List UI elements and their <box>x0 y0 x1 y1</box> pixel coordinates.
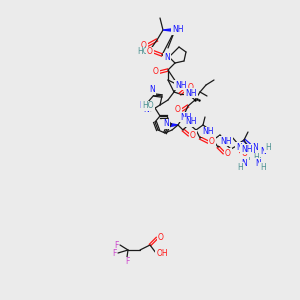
Text: N: N <box>163 119 169 128</box>
Polygon shape <box>170 124 178 127</box>
Text: N: N <box>255 158 261 167</box>
Text: OH: OH <box>156 248 168 257</box>
Text: N: N <box>143 106 149 115</box>
Text: O: O <box>147 47 153 56</box>
Text: O: O <box>242 148 248 158</box>
Text: O: O <box>225 148 231 158</box>
Text: H: H <box>260 163 266 172</box>
Text: N: N <box>149 85 155 94</box>
Text: NH: NH <box>175 80 187 89</box>
Text: H: H <box>237 163 243 172</box>
Text: N: N <box>260 148 266 157</box>
Text: NH: NH <box>202 128 214 136</box>
Text: NH: NH <box>185 88 197 98</box>
Text: NH: NH <box>172 26 184 34</box>
Text: H: H <box>255 152 261 161</box>
Text: O: O <box>141 40 147 50</box>
Text: H: H <box>241 154 247 163</box>
Text: F: F <box>112 248 116 257</box>
Text: O: O <box>209 137 215 146</box>
Text: NH: NH <box>185 118 197 127</box>
Text: H: H <box>253 154 259 163</box>
Text: NH: NH <box>241 145 253 154</box>
Text: N: N <box>241 158 247 167</box>
Text: NH: NH <box>220 136 232 146</box>
Text: F: F <box>114 241 118 250</box>
Text: O: O <box>153 68 159 76</box>
Text: H: H <box>244 152 250 161</box>
Text: NH: NH <box>180 112 192 122</box>
Text: N: N <box>249 148 255 157</box>
Text: HO: HO <box>142 101 154 110</box>
Text: NH: NH <box>175 80 187 89</box>
Text: O: O <box>158 233 164 242</box>
Text: H: H <box>139 100 145 109</box>
Text: N: N <box>252 142 258 152</box>
Text: HO: HO <box>137 47 149 56</box>
Text: H: H <box>265 143 271 152</box>
Text: N: N <box>164 53 170 62</box>
Text: N: N <box>236 142 242 152</box>
Text: F: F <box>125 257 129 266</box>
Text: O: O <box>188 83 194 92</box>
Text: O: O <box>190 130 196 140</box>
Polygon shape <box>163 28 175 32</box>
Text: O: O <box>175 106 181 115</box>
